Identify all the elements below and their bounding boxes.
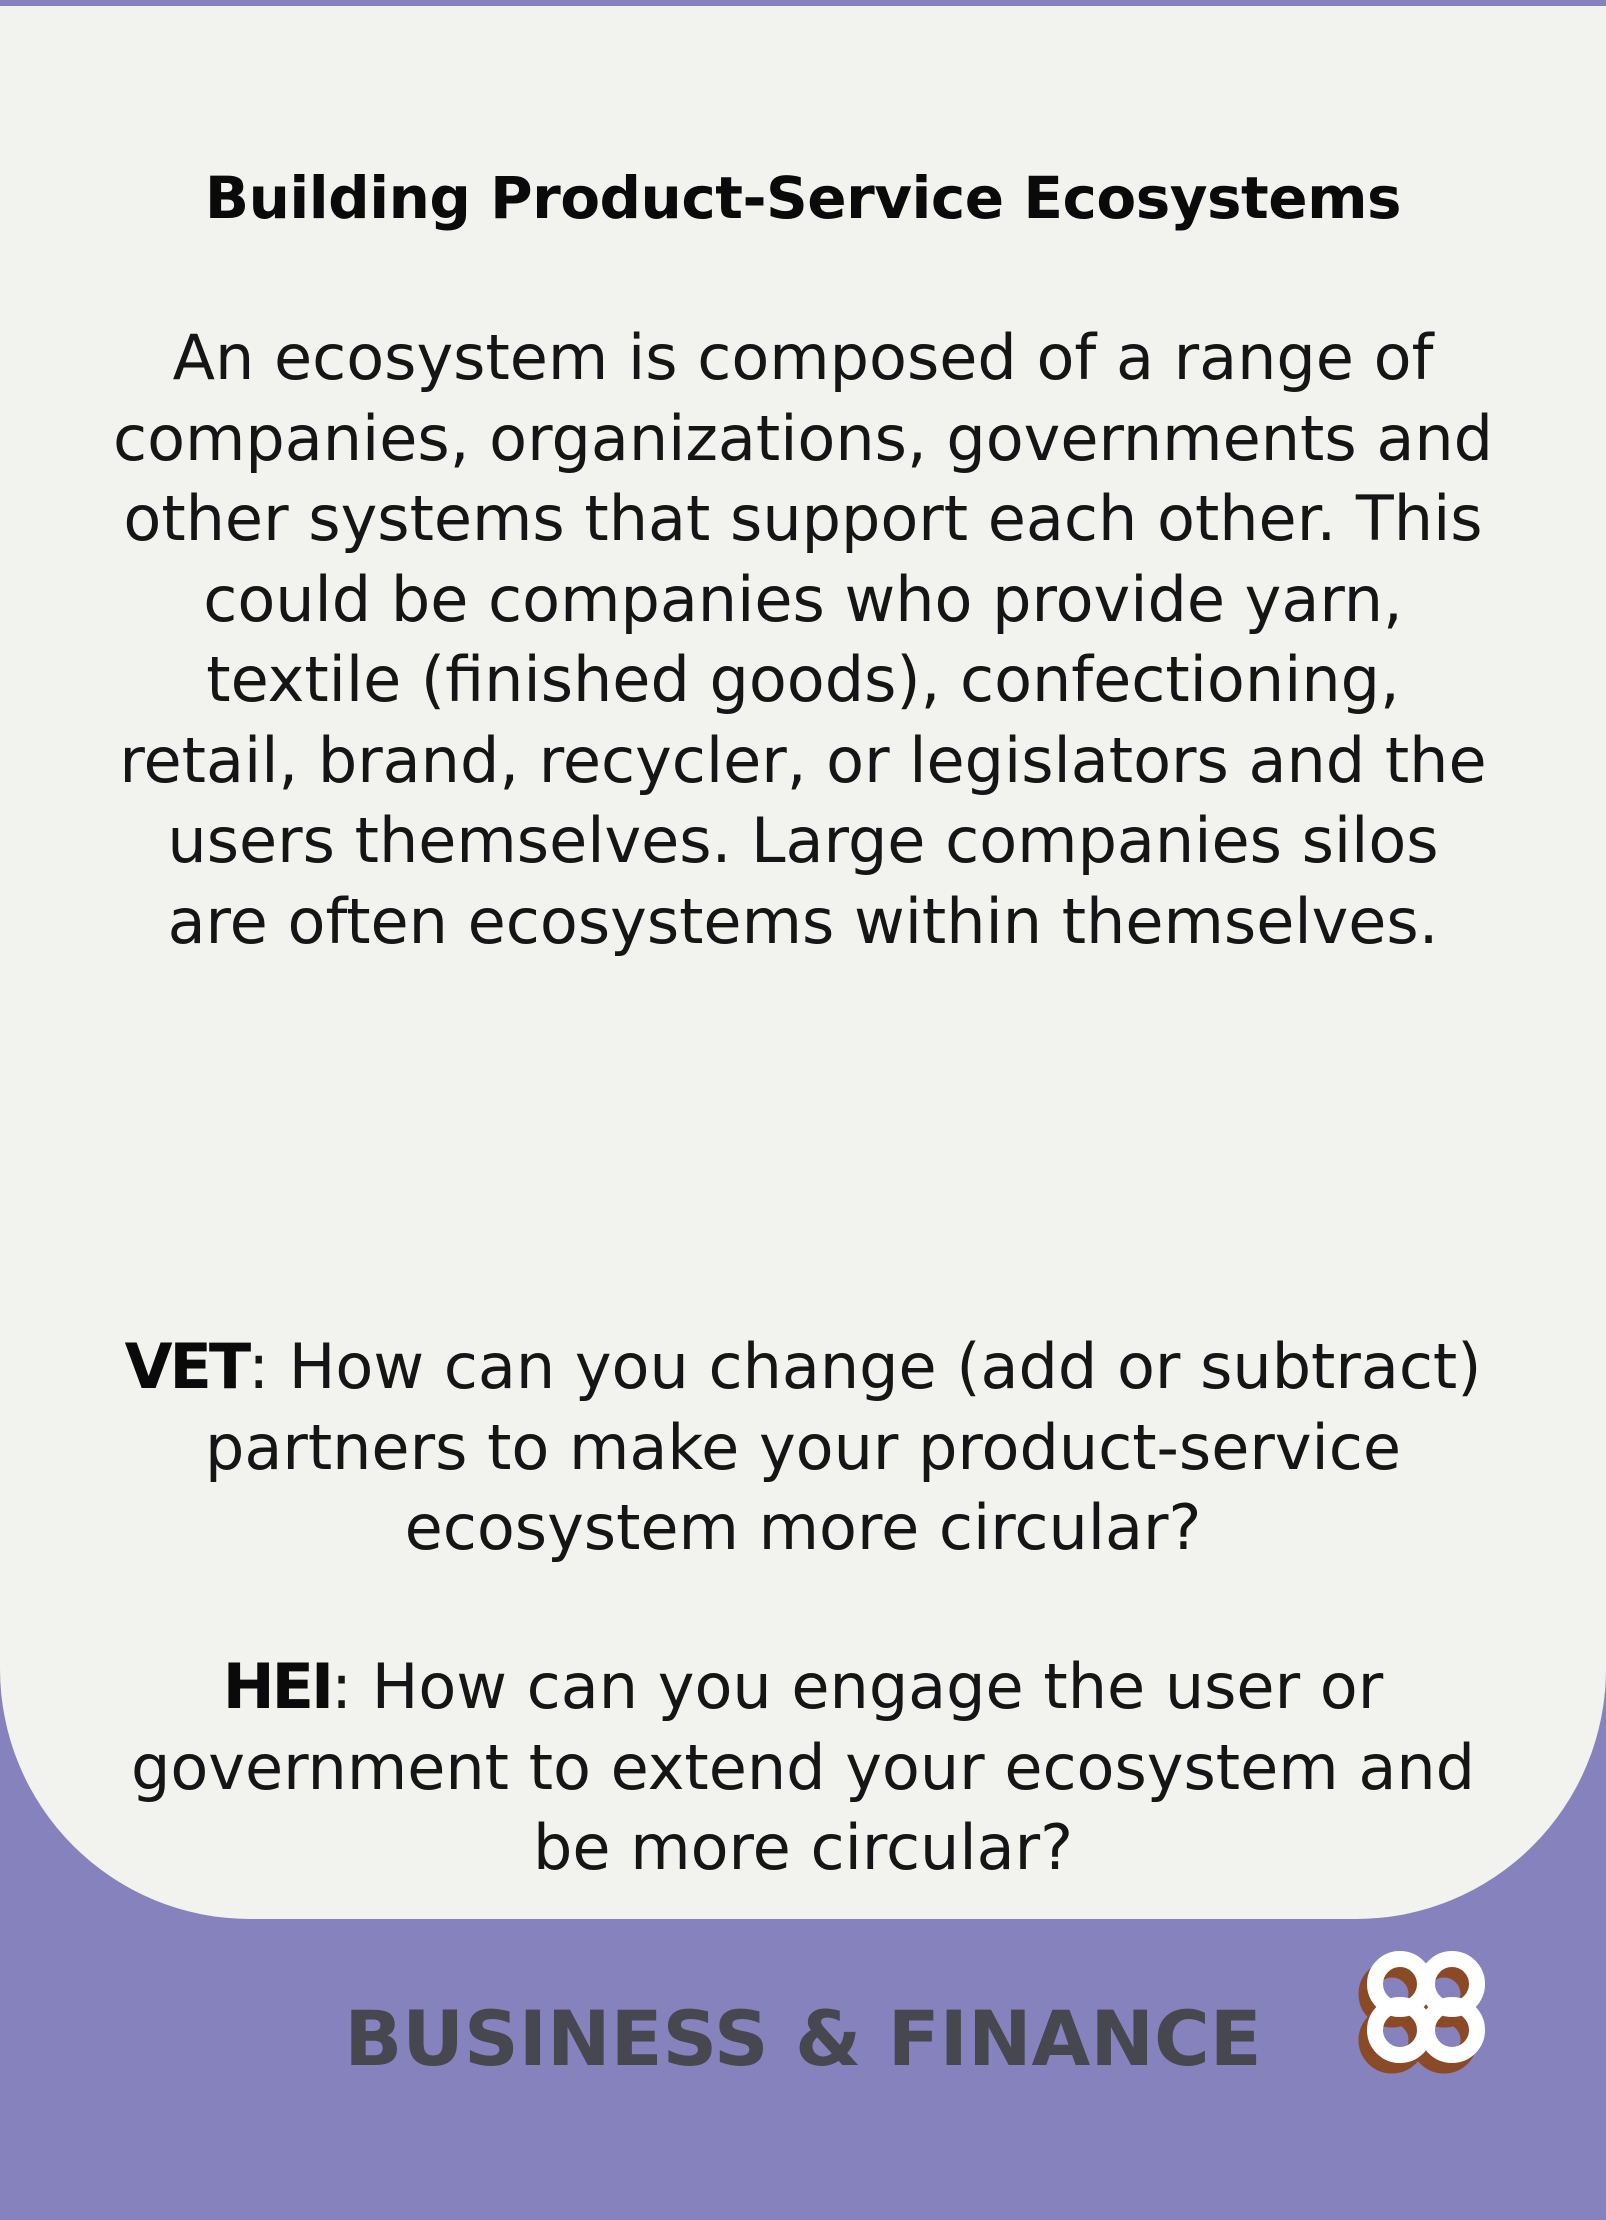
vet-question-text: : How can you change (add or subtract) p… bbox=[204, 1330, 1482, 1564]
vet-label: VET bbox=[124, 1330, 252, 1403]
hei-question: HEI: How can you engage the user or gove… bbox=[110, 1647, 1496, 1889]
card-title: Building Product-Service Ecosystems bbox=[204, 164, 1402, 232]
card-panel: Building Product-Service Ecosystems An e… bbox=[0, 6, 1606, 1919]
hei-question-text: : How can you engage the user or governm… bbox=[131, 1650, 1475, 1884]
card-description: An ecosystem is composed of a range of c… bbox=[113, 321, 1493, 958]
category-label: BUSINESS & FINANCE bbox=[344, 1994, 1262, 2083]
vet-question: VET: How can you change (add or subtract… bbox=[110, 1327, 1496, 1569]
hei-label: HEI bbox=[222, 1650, 334, 1723]
clover-knot-icon bbox=[1358, 1951, 1485, 2074]
